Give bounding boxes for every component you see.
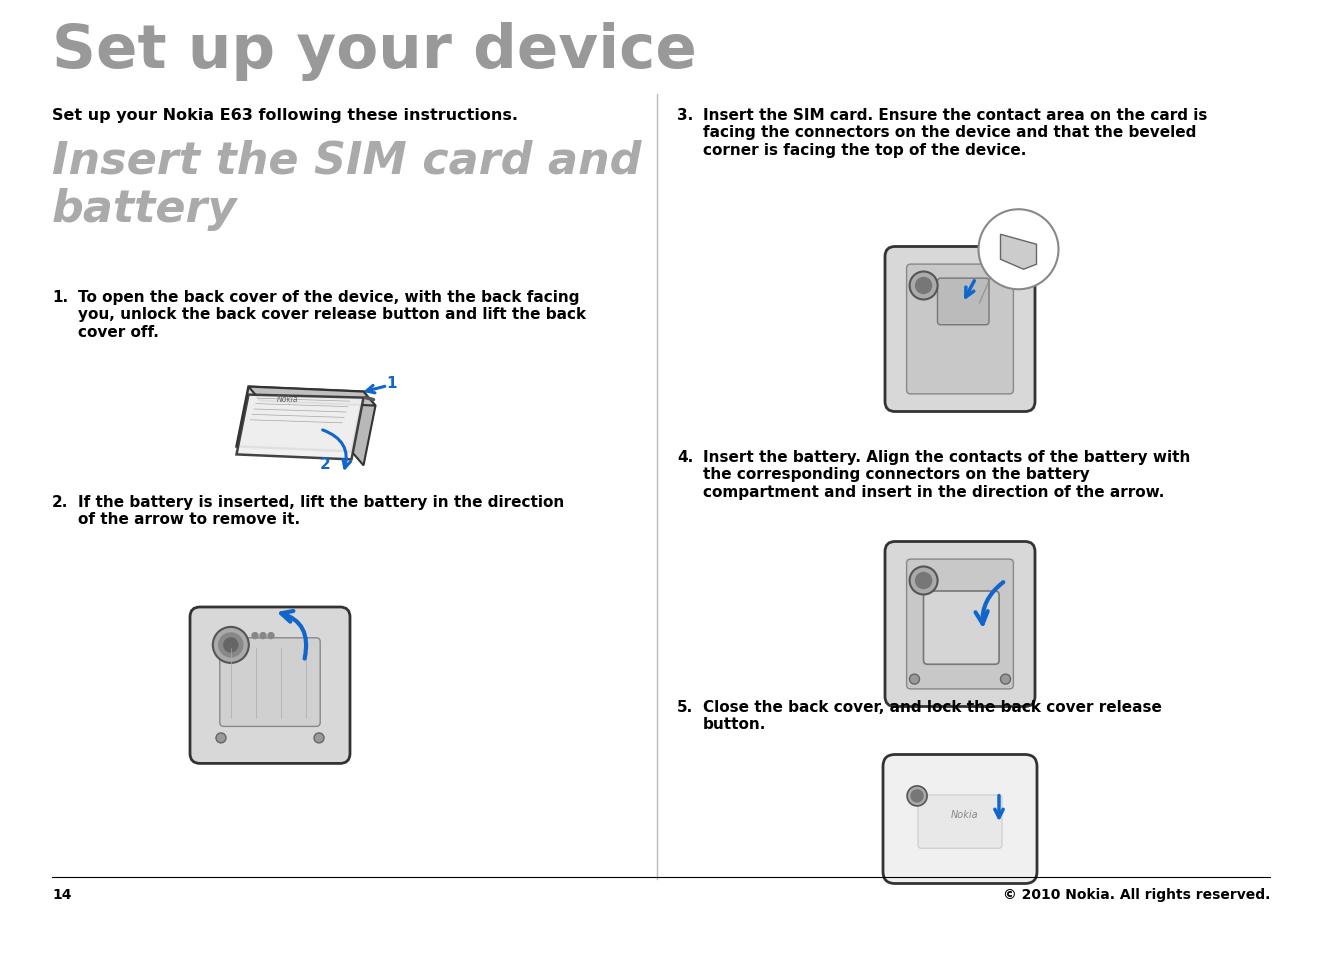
Circle shape <box>907 786 927 806</box>
Text: 1: 1 <box>386 375 397 391</box>
Circle shape <box>916 278 932 294</box>
Circle shape <box>910 675 920 684</box>
Circle shape <box>978 210 1059 290</box>
Circle shape <box>911 790 923 802</box>
Polygon shape <box>249 387 375 406</box>
Text: Insert the SIM card and: Insert the SIM card and <box>52 140 641 183</box>
Text: Insert the battery. Align the contacts of the battery with
the corresponding con: Insert the battery. Align the contacts o… <box>703 450 1190 499</box>
FancyBboxPatch shape <box>907 265 1014 395</box>
FancyBboxPatch shape <box>219 639 320 726</box>
FancyBboxPatch shape <box>884 542 1035 707</box>
FancyBboxPatch shape <box>883 755 1036 883</box>
Polygon shape <box>237 387 364 452</box>
Text: 2: 2 <box>320 457 330 472</box>
Circle shape <box>910 273 937 300</box>
Circle shape <box>223 639 238 652</box>
Circle shape <box>213 627 249 663</box>
FancyBboxPatch shape <box>884 247 1035 412</box>
Text: 1.: 1. <box>52 290 69 305</box>
Circle shape <box>1001 675 1010 684</box>
Text: Close the back cover, and lock the back cover release
button.: Close the back cover, and lock the back … <box>703 700 1162 732</box>
Text: Insert the SIM card. Ensure the contact area on the card is
facing the connector: Insert the SIM card. Ensure the contact … <box>703 108 1207 157</box>
Text: 2.: 2. <box>52 495 69 510</box>
Text: 4.: 4. <box>677 450 693 464</box>
Polygon shape <box>352 393 375 466</box>
Polygon shape <box>1001 235 1036 270</box>
Text: To open the back cover of the device, with the back facing
you, unlock the back : To open the back cover of the device, wi… <box>78 290 586 339</box>
Text: 5.: 5. <box>677 700 693 714</box>
Text: Nokia: Nokia <box>278 395 299 404</box>
Text: 3.: 3. <box>677 108 693 123</box>
Circle shape <box>215 733 226 743</box>
Polygon shape <box>237 395 364 460</box>
Text: Set up your device: Set up your device <box>52 22 697 81</box>
Circle shape <box>253 633 258 639</box>
FancyBboxPatch shape <box>907 559 1014 689</box>
Circle shape <box>910 567 937 595</box>
Circle shape <box>260 633 266 639</box>
Text: 14: 14 <box>52 887 71 901</box>
Circle shape <box>916 573 932 589</box>
FancyBboxPatch shape <box>917 795 1002 848</box>
Circle shape <box>268 633 274 639</box>
Text: © 2010 Nokia. All rights reserved.: © 2010 Nokia. All rights reserved. <box>1002 887 1270 901</box>
Text: battery: battery <box>52 188 238 231</box>
Circle shape <box>219 633 243 658</box>
FancyBboxPatch shape <box>190 607 350 763</box>
FancyBboxPatch shape <box>924 592 999 664</box>
Text: Set up your Nokia E63 following these instructions.: Set up your Nokia E63 following these in… <box>52 108 518 123</box>
FancyBboxPatch shape <box>937 279 989 325</box>
Circle shape <box>315 733 324 743</box>
Text: Nokia: Nokia <box>952 809 978 820</box>
Text: If the battery is inserted, lift the battery in the direction
of the arrow to re: If the battery is inserted, lift the bat… <box>78 495 564 527</box>
